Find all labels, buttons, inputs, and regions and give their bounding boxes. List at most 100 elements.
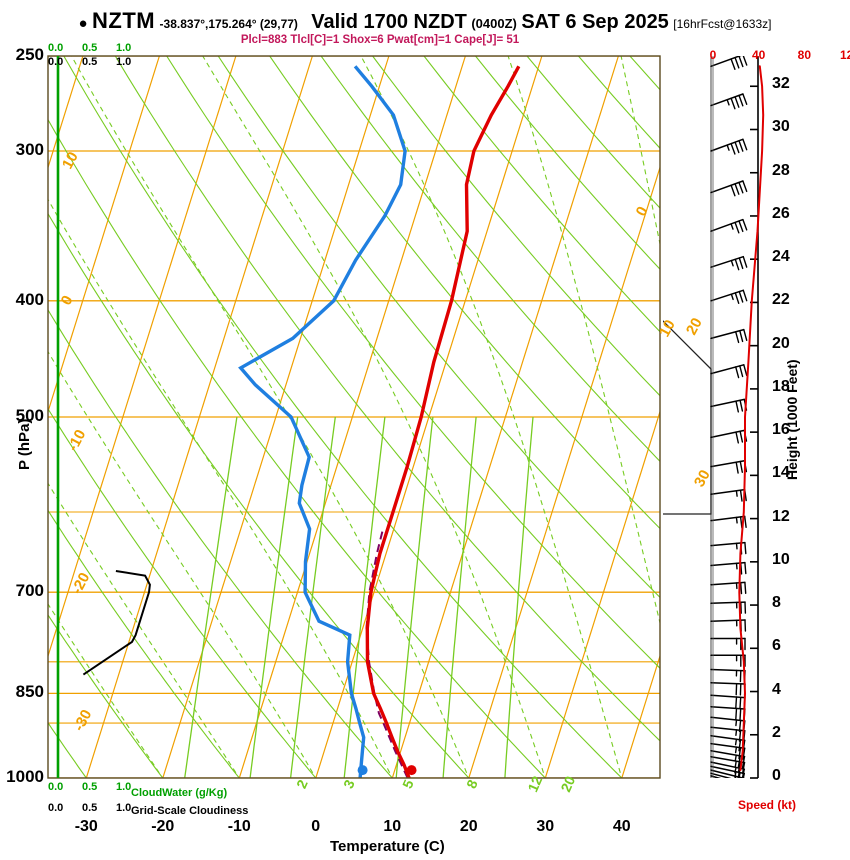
temperature-tick-30: 30	[536, 818, 555, 835]
wind-barb-staff	[710, 749, 746, 758]
cloudwater-top-tick-0: 0.0	[48, 42, 64, 54]
wind-barb-staff	[710, 775, 722, 778]
wind-barb-staff	[710, 56, 742, 68]
moist-adiabat-line	[202, 56, 545, 773]
wind-barb-half	[726, 144, 730, 151]
dry-adiabat-line	[114, 56, 660, 742]
height-tick-24: 24	[772, 248, 790, 266]
height-tick-10: 10	[772, 550, 790, 568]
dry-adiabat-line	[423, 56, 660, 333]
wind-barb-full	[739, 460, 743, 473]
wind-barb-full	[743, 364, 748, 377]
wind-barb-full	[744, 541, 747, 555]
height-tick-22: 22	[772, 291, 790, 309]
wind-barb-full	[737, 781, 740, 792]
isotherm-line	[162, 56, 390, 778]
wind-barb-staff	[710, 398, 746, 408]
dewpoint-curve	[238, 65, 407, 778]
dry-adiabat-line	[48, 614, 164, 778]
height-tick-0: 0	[772, 767, 781, 784]
stability-indices: Plcl=883 Tlcl[C]=1 Shox=6 Pwat[cm]=1 Cap…	[240, 34, 520, 46]
speed-tick-120: 120	[839, 48, 850, 62]
wind-barb-staff	[710, 180, 744, 194]
wind-barb-layer	[663, 56, 748, 795]
wind-barb-full	[735, 366, 740, 379]
wind-barb-half	[735, 719, 738, 727]
moist-adiabat-line	[48, 482, 237, 774]
wind-barb-staff	[710, 289, 745, 302]
temperature-tick--10: -10	[227, 818, 251, 835]
pressure-tick-500: 500	[15, 406, 44, 425]
pressure-axis-title: P (hPa)	[16, 418, 33, 470]
wind-barb-full	[734, 141, 740, 154]
height-tick-8: 8	[772, 594, 781, 612]
wind-barb-half	[734, 738, 738, 746]
wind-barb-staff	[710, 769, 745, 778]
mixing-ratio-line	[343, 416, 386, 778]
wind-barb-staff	[710, 734, 746, 742]
wind-barb-half	[735, 562, 738, 570]
wind-barb-half	[726, 99, 730, 106]
wind-barb-full	[742, 180, 748, 193]
cloudiness-bottom-tick-2: 1.0	[116, 802, 132, 814]
cloudiness-legend-label: Grid-Scale Cloudiness	[131, 805, 249, 817]
cloudwater-bottom-tick-2: 1.0	[116, 781, 132, 793]
moist-adiabat-line	[360, 56, 621, 773]
wind-barb-staff	[710, 328, 745, 340]
wind-barb-full	[735, 331, 740, 344]
wind-barb-full	[741, 782, 744, 793]
wind-barb-full	[735, 461, 739, 474]
wind-barb-full	[738, 747, 742, 760]
cloudiness-top-tick-0: 0.0	[48, 56, 64, 68]
dry-adiabat-line	[320, 56, 660, 463]
dry-adiabat-line	[372, 56, 660, 397]
grid-layer	[0, 56, 660, 778]
station-id: NZTM	[92, 8, 156, 33]
dry-adiabat-line	[0, 76, 10, 778]
cloudwater-legend-label: CloudWater (g/Kg)	[131, 787, 228, 799]
height-tick-20: 20	[772, 334, 790, 352]
height-tick-16: 16	[772, 421, 790, 439]
pressure-tick-700: 700	[15, 581, 44, 601]
wind-barb-full	[730, 58, 736, 70]
dry-adiabat-line	[269, 56, 660, 530]
wind-barb-full	[742, 56, 748, 66]
dry-adiabat-line	[217, 56, 660, 599]
isotherm-line	[238, 56, 466, 778]
wind-barb-full	[740, 582, 743, 595]
isotherm-line	[391, 56, 619, 778]
wind-barb-full	[739, 489, 743, 502]
wind-barb-full	[737, 784, 740, 795]
temperature-tick--20: -20	[151, 818, 175, 835]
wind-barb-full	[734, 56, 740, 69]
height-tick-26: 26	[772, 204, 790, 222]
valid-time: Valid 1700 NZDT	[311, 11, 467, 33]
station-bullet-icon: ●	[78, 15, 88, 32]
pressure-tick-1000: 1000	[6, 767, 44, 786]
wind-barb-full	[742, 289, 748, 302]
valid-time-utc: (0400Z)	[471, 16, 517, 31]
wind-barb-full	[742, 93, 748, 105]
dry-adiabat-line	[526, 56, 660, 209]
wind-barb-half	[734, 754, 737, 762]
wind-barb-full	[734, 96, 740, 108]
height-tick-4: 4	[772, 680, 781, 698]
wind-barb-full	[744, 581, 747, 594]
wind-barb-full	[738, 257, 744, 270]
isotherm-line	[48, 56, 160, 414]
pressure-tick-250: 250	[15, 45, 44, 64]
wind-barb-full	[739, 330, 744, 343]
wind-barb-full	[742, 218, 748, 231]
wind-barb-half	[730, 223, 734, 230]
wind-barb-staff	[710, 772, 732, 778]
height-tick-30: 30	[772, 118, 790, 136]
wind-barb-full	[738, 771, 741, 778]
wind-barb-full	[735, 431, 739, 444]
wind-barb-full	[738, 220, 744, 233]
wind-barb-staff	[710, 682, 746, 685]
temperature-tick-20: 20	[459, 818, 478, 835]
wind-barb-staff	[710, 429, 746, 439]
speed-tick-0: 0	[709, 48, 717, 62]
cloudwater-top-tick-2: 1.0	[116, 42, 132, 54]
